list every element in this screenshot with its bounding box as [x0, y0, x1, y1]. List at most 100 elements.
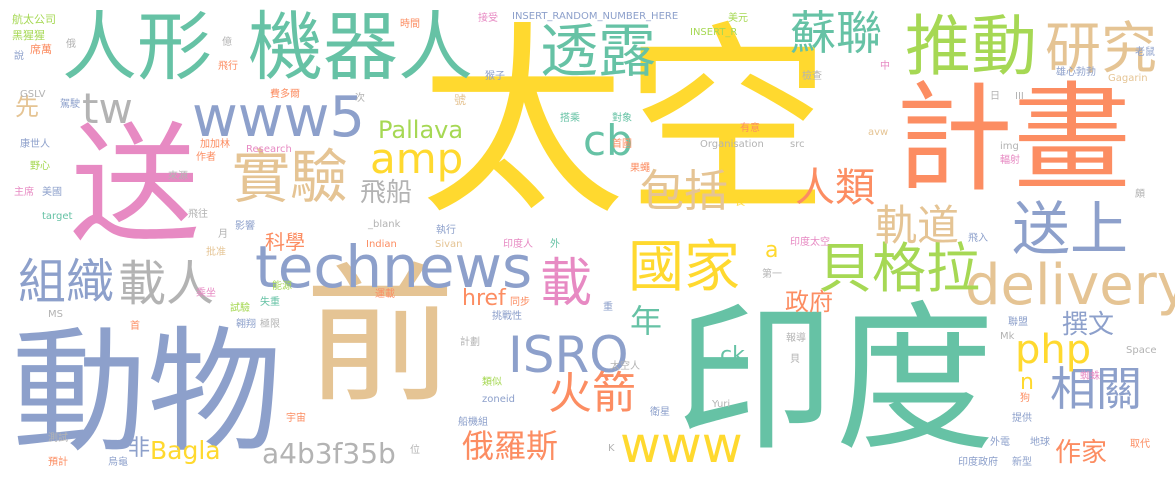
word-cloud-word: K	[608, 443, 615, 454]
word-cloud-word: 俄	[66, 39, 76, 50]
word-cloud-word: 透露	[540, 17, 657, 85]
word-cloud-word: Gagarin	[1108, 73, 1148, 84]
word-cloud-word: 費多爾	[270, 89, 300, 100]
word-cloud-word: 接受	[478, 13, 498, 24]
word-cloud-word: 人形	[62, 3, 213, 91]
word-cloud-word: 組織	[18, 254, 115, 310]
word-cloud-word: 狗	[1020, 393, 1030, 404]
word-cloud-word: 外	[550, 239, 560, 250]
word-cloud-word: 政府	[785, 288, 833, 316]
word-cloud-word: 作家	[1055, 438, 1108, 468]
word-cloud-word: 執行	[436, 225, 456, 236]
word-cloud-word: 載人	[118, 256, 215, 312]
word-cloud-word: Space	[1126, 345, 1157, 356]
word-cloud-word: 檢查	[802, 71, 822, 82]
word-cloud-word: MS	[48, 309, 63, 320]
word-cloud-word: target	[42, 211, 73, 222]
word-cloud-word: 測試	[48, 433, 68, 444]
word-cloud-word: img	[1000, 141, 1019, 152]
word-cloud-word: 計畫	[895, 70, 1132, 208]
word-cloud-word: 來源	[168, 171, 188, 182]
word-cloud-word: 果蠅	[630, 163, 650, 174]
word-cloud-word: 撰文	[1062, 310, 1115, 340]
word-cloud-word: 黑猩猩	[12, 29, 45, 42]
word-cloud-word: GSLV	[20, 89, 46, 100]
word-cloud-word: 載	[540, 254, 593, 314]
word-cloud-word: 駕駛	[60, 99, 80, 110]
word-cloud-word: 印度	[675, 286, 996, 473]
word-cloud-word: 同步	[510, 297, 530, 308]
word-cloud-word: 對象	[612, 113, 632, 124]
word-cloud-word: 位	[410, 445, 420, 456]
word-cloud-word: 美元	[728, 13, 748, 24]
word-cloud-word: 俄羅斯	[462, 427, 559, 465]
word-cloud-word: 美國	[42, 187, 62, 198]
word-cloud-word: 第一	[762, 269, 782, 280]
word-cloud-word: 月	[218, 229, 228, 240]
word-cloud-word: 猴子	[485, 71, 505, 82]
word-cloud-word: 批准	[206, 247, 226, 258]
word-cloud-word: 億	[222, 37, 232, 48]
word-cloud-word: _blank	[368, 219, 401, 230]
word-cloud-word: Mk	[1000, 331, 1015, 342]
word-cloud-word: tw	[82, 84, 133, 133]
word-cloud-word: 飛船	[360, 178, 413, 208]
word-cloud-word: 太空人	[610, 361, 640, 372]
word-cloud-word: Indian	[366, 239, 397, 250]
word-cloud-word: 作者	[196, 152, 216, 163]
word-cloud-word: 搭乘	[560, 113, 580, 124]
word-cloud-word: 預計	[48, 457, 68, 468]
word-cloud-word: 外電	[990, 437, 1010, 448]
word-cloud-word: 次	[355, 93, 365, 104]
word-cloud-word: 推動	[905, 8, 1037, 85]
word-cloud-word: Sivan	[435, 239, 463, 250]
word-cloud-word: delivery	[965, 253, 1175, 318]
word-cloud-word: 主席	[14, 187, 34, 198]
word-cloud-word: 非	[128, 436, 151, 461]
word-cloud-word: a	[765, 238, 779, 263]
word-cloud-word: zoneid	[482, 394, 515, 405]
word-cloud-word: 首圖	[612, 139, 632, 150]
word-cloud-word: Pallava	[378, 116, 464, 144]
word-cloud-word: 先	[15, 93, 39, 121]
word-cloud-word: 印度太空	[790, 237, 830, 248]
word-cloud-word: 挑戰性	[492, 311, 522, 322]
word-cloud-word: 聯盟	[1008, 317, 1028, 328]
word-cloud-word: amp	[370, 134, 464, 183]
word-cloud-word: 日	[990, 91, 1000, 102]
word-cloud-word: 康世人	[20, 139, 50, 150]
word-cloud-word: 老鼠	[1135, 47, 1155, 58]
word-cloud-word: href	[462, 286, 506, 311]
word-cloud-word: 計劃	[460, 337, 480, 348]
word-cloud-word: ck	[720, 343, 745, 368]
word-cloud-word: 前	[305, 250, 456, 424]
word-cloud-word: 輻射	[1000, 155, 1020, 166]
word-cloud-word: 貝格拉	[818, 237, 980, 300]
word-cloud-word: 火箭	[548, 368, 636, 419]
word-cloud-word: www	[620, 416, 743, 474]
word-cloud-word: n	[1020, 370, 1034, 395]
word-cloud-word: 年	[630, 302, 663, 340]
word-cloud-word: 翱翔	[236, 319, 256, 330]
word-cloud-word: 極限	[260, 319, 280, 330]
word-cloud-word: 乘坐	[196, 288, 216, 299]
word-cloud-word: 中	[880, 61, 890, 72]
word-cloud-word: www5	[192, 85, 366, 150]
word-cloud-word: 加加林	[200, 139, 230, 150]
word-cloud-word: 機器人	[248, 3, 474, 91]
word-cloud-word: III	[1015, 91, 1024, 102]
word-cloud-word: php	[1015, 327, 1092, 373]
word-cloud-word: 船機組	[458, 417, 488, 428]
word-cloud-word: 衛星	[650, 407, 670, 418]
word-cloud-word: 地球	[1030, 437, 1050, 448]
word-cloud-word: 運載	[375, 289, 395, 300]
word-cloud-word: src	[790, 139, 805, 150]
word-cloud-word: 動物	[12, 314, 282, 471]
word-cloud-word: 送	[70, 109, 201, 261]
word-cloud-word: Research	[246, 144, 292, 155]
word-cloud-word: 宇宙	[286, 413, 306, 424]
word-cloud-word: avw	[868, 127, 889, 138]
word-cloud-word: 烏龜	[108, 457, 128, 468]
word-cloud-word: 雄心勃勃	[1056, 67, 1096, 78]
